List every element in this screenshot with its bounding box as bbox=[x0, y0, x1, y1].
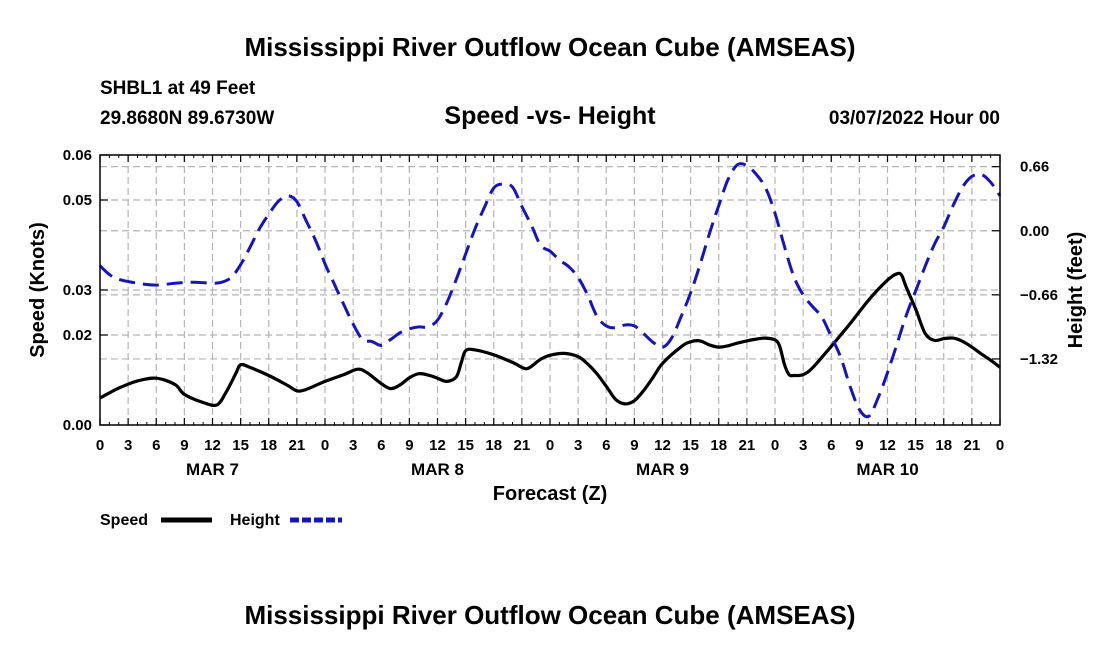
y2-axis-title: Height (feet) bbox=[1065, 232, 1087, 349]
x-tick-label: 12 bbox=[429, 437, 446, 454]
location-label: 29.8680N 89.6730W bbox=[100, 108, 274, 129]
chart-title: Speed -vs- Height bbox=[444, 102, 656, 130]
date-label: MAR 7 bbox=[186, 460, 239, 479]
x-tick-label: 9 bbox=[405, 437, 413, 454]
x-tick-label: 21 bbox=[514, 437, 531, 454]
y2-tick-label: 0.66 bbox=[1020, 159, 1049, 176]
x-tick-label: 18 bbox=[260, 437, 277, 454]
x-tick-label: 12 bbox=[204, 437, 221, 454]
x-tick-label: 12 bbox=[879, 437, 896, 454]
axes: 0 3 6 9 12 15 18 21 0 3 6 9 12 15 18 21 0 3 6 9 12 15 18 21 0 3 6 9… bbox=[63, 147, 1058, 479]
x-tick-label: 6 bbox=[152, 437, 160, 454]
x-tick-label: 0 bbox=[321, 437, 329, 454]
x-tick-label: 0 bbox=[96, 437, 104, 454]
x-tick-label: 21 bbox=[964, 437, 981, 454]
x-axis-title: Forecast (Z) bbox=[493, 483, 607, 505]
legend: Speed Height bbox=[100, 512, 342, 529]
y-tick-label: 0.06 bbox=[63, 147, 92, 164]
x-tick-label: 18 bbox=[710, 437, 727, 454]
y2-tick-label: −1.32 bbox=[1020, 351, 1058, 368]
x-tick-label: 21 bbox=[739, 437, 756, 454]
x-tick-label: 6 bbox=[827, 437, 835, 454]
x-tick-label: 6 bbox=[377, 437, 385, 454]
x-tick-label: 9 bbox=[630, 437, 638, 454]
x-tick-label: 3 bbox=[349, 437, 357, 454]
y-axis-title: Speed (Knots) bbox=[27, 222, 49, 358]
grid-lines bbox=[100, 155, 1000, 425]
legend-speed-label: Speed bbox=[100, 512, 148, 529]
x-tick-label: 15 bbox=[682, 437, 699, 454]
y-tick-label: 0.02 bbox=[63, 327, 92, 344]
y2-tick-label: −0.66 bbox=[1020, 287, 1058, 304]
x-tick-label: 21 bbox=[289, 437, 306, 454]
x-tick-label: 6 bbox=[602, 437, 610, 454]
y2-tick-label: 0.00 bbox=[1020, 223, 1049, 240]
y-tick-label: 0.03 bbox=[63, 282, 92, 299]
main-title: Mississippi River Outflow Ocean Cube (AM… bbox=[244, 32, 855, 62]
series-line-speed bbox=[99, 271, 1001, 408]
legend-height-label: Height bbox=[230, 512, 280, 529]
station-label: SHBL1 at 49 Feet bbox=[100, 78, 256, 99]
x-tick-label: 3 bbox=[799, 437, 807, 454]
x-tick-label: 0 bbox=[996, 437, 1004, 454]
x-tick-label: 9 bbox=[180, 437, 188, 454]
x-tick-label: 15 bbox=[907, 437, 924, 454]
repeat-title: Mississippi River Outflow Ocean Cube (AM… bbox=[244, 600, 855, 630]
x-tick-label: 9 bbox=[855, 437, 863, 454]
timestamp-label: 03/07/2022 Hour 00 bbox=[829, 108, 1000, 129]
y-tick-label: 0.05 bbox=[63, 192, 92, 209]
x-tick-label: 0 bbox=[771, 437, 779, 454]
series-layer bbox=[98, 162, 1002, 419]
y-tick-label: 0.00 bbox=[63, 417, 92, 434]
date-label: MAR 8 bbox=[411, 460, 464, 479]
series-line-height bbox=[98, 162, 1002, 419]
date-label: MAR 9 bbox=[636, 460, 689, 479]
x-tick-label: 15 bbox=[457, 437, 474, 454]
x-tick-label: 12 bbox=[654, 437, 671, 454]
x-tick-label: 18 bbox=[485, 437, 502, 454]
x-tick-label: 18 bbox=[935, 437, 952, 454]
x-tick-label: 3 bbox=[574, 437, 582, 454]
x-tick-label: 3 bbox=[124, 437, 132, 454]
x-tick-label: 0 bbox=[546, 437, 554, 454]
x-tick-label: 15 bbox=[232, 437, 249, 454]
date-label: MAR 10 bbox=[856, 460, 918, 479]
